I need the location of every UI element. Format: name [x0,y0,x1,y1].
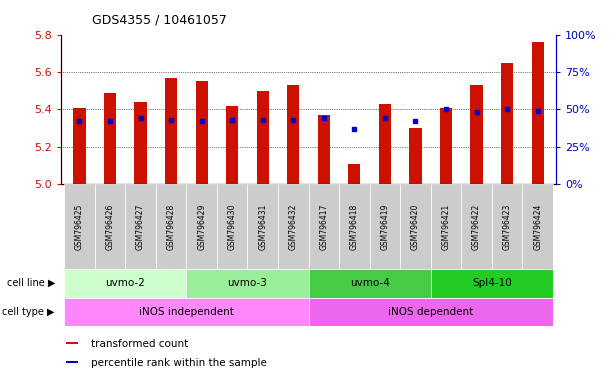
Bar [257,91,269,184]
Bar [339,184,370,269]
Bar [309,184,339,269]
Text: uvmo-2: uvmo-2 [105,278,145,288]
Bar [318,115,330,184]
Text: GSM796426: GSM796426 [106,204,114,250]
Text: uvmo-4: uvmo-4 [349,278,390,288]
Bar [73,108,86,184]
Bar [409,128,422,184]
Bar [95,184,125,269]
Text: GSM796421: GSM796421 [442,204,450,250]
Bar [379,104,391,184]
Text: GSM796425: GSM796425 [75,204,84,250]
Bar [532,42,544,184]
Text: GSM796417: GSM796417 [320,204,328,250]
Bar [226,106,238,184]
Bar [64,269,186,298]
Bar [309,298,553,326]
Bar [196,81,208,184]
Text: GSM796430: GSM796430 [228,203,236,250]
Bar [370,184,400,269]
Text: GDS4355 / 10461057: GDS4355 / 10461057 [92,14,227,27]
Text: iNOS independent: iNOS independent [139,307,234,317]
Text: GSM796427: GSM796427 [136,204,145,250]
Bar [134,102,147,184]
Bar [501,63,513,184]
Bar [431,184,461,269]
Bar [186,269,309,298]
Bar [66,361,78,363]
Bar [348,164,360,184]
Bar [440,108,452,184]
Text: GSM796419: GSM796419 [381,204,389,250]
Text: Spl4-10: Spl4-10 [472,278,512,288]
Bar [278,184,309,269]
Text: GSM796431: GSM796431 [258,204,267,250]
Bar [287,85,299,184]
Text: GSM796424: GSM796424 [533,204,542,250]
Bar [431,269,553,298]
Bar [400,184,431,269]
Text: GSM796423: GSM796423 [503,204,511,250]
Text: GSM796428: GSM796428 [167,204,175,250]
Bar [247,184,278,269]
Bar [492,184,522,269]
Text: cell type ▶: cell type ▶ [2,307,55,317]
Text: GSM796420: GSM796420 [411,204,420,250]
Bar [156,184,186,269]
Bar [64,298,309,326]
Text: percentile rank within the sample: percentile rank within the sample [91,358,266,368]
Text: uvmo-3: uvmo-3 [227,278,268,288]
Text: GSM796432: GSM796432 [289,204,298,250]
Bar [64,184,95,269]
Text: cell line ▶: cell line ▶ [7,278,55,288]
Bar [165,78,177,184]
Bar [217,184,247,269]
Bar [522,184,553,269]
Bar [104,93,116,184]
Text: GSM796418: GSM796418 [350,204,359,250]
Text: GSM796429: GSM796429 [197,204,206,250]
Text: transformed count: transformed count [91,339,188,349]
Text: GSM796422: GSM796422 [472,204,481,250]
Bar [461,184,492,269]
Bar [186,184,217,269]
Bar [470,85,483,184]
Bar [125,184,156,269]
Text: iNOS dependent: iNOS dependent [388,307,474,317]
Bar [309,269,431,298]
Bar [66,342,78,344]
